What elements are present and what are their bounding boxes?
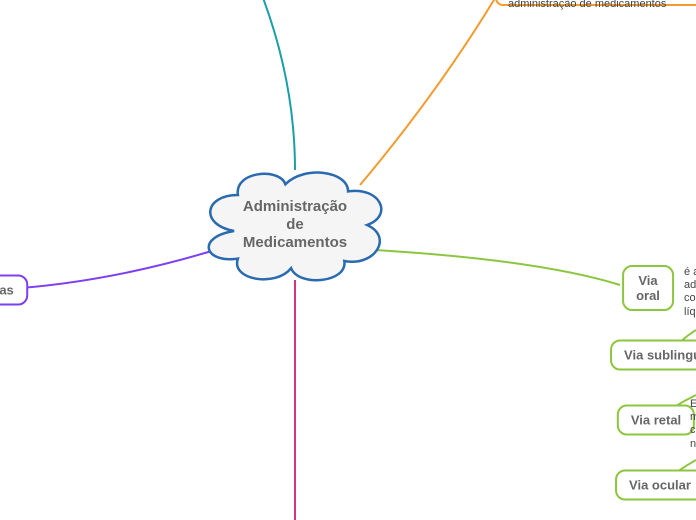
center-l2: de (243, 216, 347, 234)
left-pill-label: uticas (0, 283, 14, 298)
mindmap-canvas: administração de medicamentos Administra… (0, 0, 696, 520)
top-partial-text: administração de medicamentos (508, 0, 666, 10)
right-pill-0[interactable]: Viaoral (622, 265, 674, 311)
center-l1: Administração (243, 198, 347, 216)
right-pill-desc-0: é a adr con líqu (684, 266, 696, 319)
right-pill-3[interactable]: Via ocular (615, 470, 696, 501)
left-branch-pill[interactable]: uticas (0, 275, 28, 306)
center-l3: Medicamentos (243, 234, 347, 252)
right-pill-1[interactable]: Via sublingual (610, 340, 696, 371)
center-label: Administração de Medicamentos (243, 198, 347, 252)
right-pill-desc-2: E m ca n (690, 398, 696, 451)
center-node[interactable]: Administração de Medicamentos (243, 198, 347, 252)
right-pill-2[interactable]: Via retal (617, 405, 695, 436)
